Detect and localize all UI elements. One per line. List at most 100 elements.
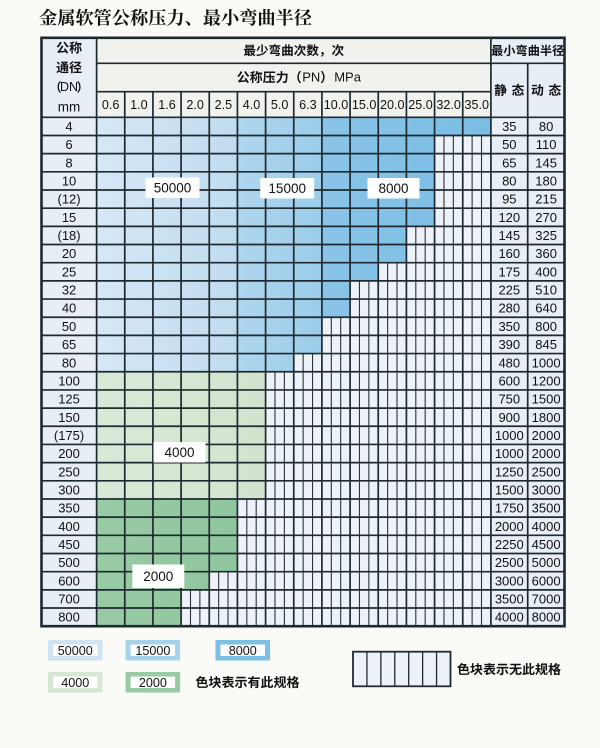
svg-text:20.0: 20.0 xyxy=(380,98,405,112)
svg-text:120: 120 xyxy=(498,210,520,225)
svg-text:4000: 4000 xyxy=(164,445,194,460)
svg-text:180: 180 xyxy=(535,174,557,189)
svg-text:1.0: 1.0 xyxy=(130,98,148,112)
svg-text:390: 390 xyxy=(498,337,520,352)
svg-text:160: 160 xyxy=(498,246,520,261)
svg-text:360: 360 xyxy=(535,246,557,261)
svg-text:2000: 2000 xyxy=(139,676,167,690)
svg-text:450: 450 xyxy=(58,537,80,552)
svg-text:8: 8 xyxy=(65,155,72,170)
svg-text:3500: 3500 xyxy=(532,501,561,516)
svg-text:15000: 15000 xyxy=(135,644,170,658)
svg-text:(175): (175) xyxy=(54,428,84,443)
svg-text:845: 845 xyxy=(535,337,557,352)
svg-text:1500: 1500 xyxy=(532,392,561,407)
svg-text:270: 270 xyxy=(535,210,557,225)
svg-text:MPa: MPa xyxy=(334,70,362,85)
svg-text:2.5: 2.5 xyxy=(215,98,233,112)
svg-text:800: 800 xyxy=(535,319,557,334)
svg-text:225: 225 xyxy=(498,283,520,298)
svg-text:600: 600 xyxy=(498,373,520,388)
svg-text:4000: 4000 xyxy=(532,519,561,534)
svg-text:8000: 8000 xyxy=(378,181,408,196)
svg-text:150: 150 xyxy=(58,410,80,425)
svg-text:700: 700 xyxy=(58,592,80,607)
svg-text:4000: 4000 xyxy=(61,676,89,690)
svg-text:750: 750 xyxy=(498,392,520,407)
svg-text:80: 80 xyxy=(502,174,516,189)
svg-text:280: 280 xyxy=(498,301,520,316)
svg-text:80: 80 xyxy=(62,355,76,370)
svg-text:145: 145 xyxy=(498,228,520,243)
svg-text:DN: DN xyxy=(60,80,78,94)
svg-text:250: 250 xyxy=(58,464,80,479)
svg-text:6: 6 xyxy=(65,137,72,152)
svg-text:8000: 8000 xyxy=(229,644,257,658)
svg-text:110: 110 xyxy=(536,137,557,152)
svg-text:(12): (12) xyxy=(57,192,80,207)
svg-text:1200: 1200 xyxy=(532,373,561,388)
svg-text:4: 4 xyxy=(65,119,72,134)
svg-text:65: 65 xyxy=(62,337,76,352)
svg-text:900: 900 xyxy=(498,410,520,425)
svg-text:600: 600 xyxy=(58,573,80,588)
svg-text:1.6: 1.6 xyxy=(158,98,176,112)
svg-text:10: 10 xyxy=(62,174,76,189)
svg-text:1800: 1800 xyxy=(532,410,561,425)
svg-text:2000: 2000 xyxy=(532,428,561,443)
svg-text:175: 175 xyxy=(498,264,520,279)
svg-text:25.0: 25.0 xyxy=(408,98,433,112)
svg-text:2.0: 2.0 xyxy=(186,98,204,112)
svg-text:32.0: 32.0 xyxy=(436,98,461,112)
svg-text:25: 25 xyxy=(62,264,76,279)
svg-text:3500: 3500 xyxy=(495,592,524,607)
svg-text:50: 50 xyxy=(502,137,516,152)
svg-text:125: 125 xyxy=(58,392,80,407)
svg-text:4500: 4500 xyxy=(532,537,561,552)
svg-text:400: 400 xyxy=(535,264,557,279)
svg-text:1750: 1750 xyxy=(495,501,524,516)
svg-text:7000: 7000 xyxy=(532,592,561,607)
svg-text:20: 20 xyxy=(62,246,76,261)
svg-text:15000: 15000 xyxy=(268,181,306,196)
svg-text:10.0: 10.0 xyxy=(324,98,349,112)
svg-text:6.3: 6.3 xyxy=(299,98,317,112)
svg-text:65: 65 xyxy=(502,155,516,170)
svg-text:800: 800 xyxy=(58,610,80,625)
svg-text:2000: 2000 xyxy=(143,569,173,584)
svg-text:35.0: 35.0 xyxy=(465,98,490,112)
svg-text:200: 200 xyxy=(58,446,80,461)
svg-text:PN: PN xyxy=(302,70,320,85)
svg-text:40: 40 xyxy=(62,301,76,316)
svg-text:145: 145 xyxy=(535,155,557,170)
svg-text:1500: 1500 xyxy=(495,482,524,497)
svg-text:510: 510 xyxy=(535,283,557,298)
svg-text:15: 15 xyxy=(62,210,76,225)
svg-text:350: 350 xyxy=(58,501,80,516)
svg-text:32: 32 xyxy=(62,283,76,298)
svg-text:480: 480 xyxy=(498,355,520,370)
svg-text:15.0: 15.0 xyxy=(352,98,377,112)
svg-text:5.0: 5.0 xyxy=(271,98,289,112)
svg-text:500: 500 xyxy=(58,555,80,570)
svg-text:4.0: 4.0 xyxy=(243,98,261,112)
svg-text:(18): (18) xyxy=(57,228,80,243)
svg-text:2250: 2250 xyxy=(495,537,524,552)
svg-text:2000: 2000 xyxy=(532,446,561,461)
svg-text:3000: 3000 xyxy=(495,573,524,588)
svg-text:1000: 1000 xyxy=(532,355,561,370)
svg-text:2500: 2500 xyxy=(495,555,524,570)
svg-text:400: 400 xyxy=(58,519,80,534)
svg-text:80: 80 xyxy=(539,119,553,134)
svg-text:35: 35 xyxy=(502,119,516,134)
svg-text:5000: 5000 xyxy=(532,555,561,570)
svg-text:50: 50 xyxy=(62,319,76,334)
svg-text:1000: 1000 xyxy=(495,446,524,461)
svg-text:50000: 50000 xyxy=(58,644,93,658)
svg-text:1000: 1000 xyxy=(495,428,524,443)
svg-text:640: 640 xyxy=(535,301,557,316)
svg-text:325: 325 xyxy=(535,228,557,243)
svg-text:6000: 6000 xyxy=(532,573,561,588)
svg-text:95: 95 xyxy=(502,192,516,207)
svg-text:100: 100 xyxy=(58,373,80,388)
